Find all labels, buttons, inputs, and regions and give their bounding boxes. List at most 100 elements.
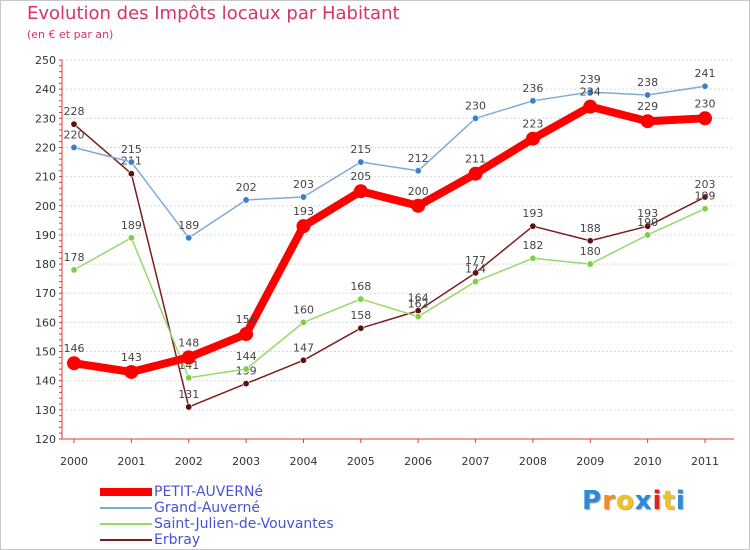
- data-point: [70, 143, 78, 151]
- legend-item: PETIT-AUVERNé: [100, 484, 334, 500]
- series-line: [70, 102, 709, 376]
- data-point: [299, 356, 307, 364]
- logo-letter: P: [582, 486, 603, 516]
- x-tick-label: 2007: [462, 455, 490, 468]
- legend-item: Erbray: [100, 532, 334, 548]
- legend-label: PETIT-AUVERNé: [154, 484, 264, 500]
- data-label: 203: [695, 178, 716, 191]
- data-label: 158: [350, 309, 371, 322]
- x-tick-label: 2005: [347, 455, 375, 468]
- data-point: [127, 158, 135, 166]
- data-label: 211: [465, 153, 486, 166]
- data-label: 182: [522, 239, 543, 252]
- data-point: [239, 327, 254, 342]
- y-tick-label: 140: [35, 375, 56, 388]
- data-point: [185, 374, 193, 382]
- x-tick-label: 2000: [60, 455, 88, 468]
- x-tick-label: 2010: [634, 455, 662, 468]
- data-label: 239: [580, 73, 601, 86]
- y-tick-label: 240: [35, 83, 56, 96]
- logo-letter: r: [602, 486, 616, 516]
- data-label: 215: [350, 143, 371, 156]
- data-label: 178: [64, 251, 85, 264]
- legend-swatch: [100, 539, 152, 541]
- data-point: [472, 269, 480, 277]
- data-point: [185, 234, 193, 242]
- y-tick-label: 130: [35, 404, 56, 417]
- data-point: [640, 114, 655, 129]
- proxiti-logo: Proxiti: [582, 486, 686, 516]
- data-point: [242, 196, 250, 204]
- data-label: 212: [408, 152, 429, 165]
- data-label: 193: [637, 207, 658, 220]
- logo-letter: i: [652, 486, 663, 516]
- legend-label: Erbray: [154, 532, 201, 548]
- data-point: [357, 324, 365, 332]
- data-point: [296, 219, 311, 234]
- legend-swatch: [100, 507, 152, 509]
- data-point: [357, 158, 365, 166]
- data-point: [127, 234, 135, 242]
- y-tick-label: 150: [35, 346, 56, 359]
- data-label: 202: [236, 181, 257, 194]
- y-tick-label: 210: [35, 171, 56, 184]
- data-label: 215: [121, 143, 142, 156]
- data-point: [701, 82, 709, 90]
- data-point: [185, 403, 193, 411]
- series-line: [73, 123, 706, 408]
- legend-item: Grand-Auverné: [100, 500, 334, 516]
- data-label: 189: [121, 219, 142, 232]
- chart-title: Evolution des Impôts locaux par Habitant: [27, 3, 400, 24]
- data-point: [67, 356, 81, 371]
- y-tick-label: 180: [35, 258, 56, 271]
- y-tick-label: 170: [35, 287, 56, 300]
- logo-letter: o: [615, 486, 635, 516]
- series-line: [73, 207, 706, 379]
- data-label: 220: [64, 128, 85, 141]
- data-label: 156: [236, 313, 257, 326]
- data-point: [181, 350, 196, 365]
- data-label: 223: [522, 118, 543, 131]
- data-point: [529, 222, 537, 230]
- legend-item: Saint-Julien-de-Vouvantes: [100, 516, 334, 532]
- x-tick-label: 2002: [175, 455, 203, 468]
- logo-letter: x: [634, 486, 653, 516]
- chart-subtitle: (en € et par an): [27, 28, 114, 41]
- data-point: [70, 266, 78, 274]
- data-point: [586, 260, 594, 268]
- data-point: [70, 120, 78, 128]
- data-label: 230: [695, 97, 716, 110]
- data-label: 190: [637, 216, 658, 229]
- data-label: 228: [64, 105, 85, 118]
- data-point: [701, 193, 709, 201]
- data-point: [242, 365, 250, 373]
- x-tick-label: 2003: [232, 455, 260, 468]
- y-tick-label: 120: [35, 433, 56, 446]
- legend-label: Grand-Auverné: [154, 500, 261, 516]
- data-label: 193: [293, 205, 314, 218]
- data-point: [299, 318, 307, 326]
- data-label: 162: [408, 298, 429, 311]
- data-label: 188: [580, 222, 601, 235]
- data-point: [529, 97, 537, 105]
- data-label: 146: [64, 342, 85, 355]
- y-tick-label: 220: [35, 141, 56, 154]
- data-label: 168: [350, 280, 371, 293]
- data-label: 193: [522, 207, 543, 220]
- data-label: 144: [236, 350, 257, 363]
- data-label: 199: [695, 190, 716, 203]
- data-point: [124, 364, 139, 379]
- data-point: [414, 313, 422, 321]
- data-label: 147: [293, 341, 314, 354]
- data-label: 238: [637, 76, 658, 89]
- x-tick-label: 2009: [576, 455, 604, 468]
- data-label: 180: [580, 245, 601, 258]
- x-tick-label: 2008: [519, 455, 547, 468]
- x-tick-label: 2006: [404, 455, 432, 468]
- data-label: 229: [637, 100, 658, 113]
- data-label: 174: [465, 263, 486, 276]
- data-point: [644, 222, 652, 230]
- data-point: [525, 131, 540, 146]
- data-point: [357, 295, 365, 303]
- data-point: [411, 198, 426, 213]
